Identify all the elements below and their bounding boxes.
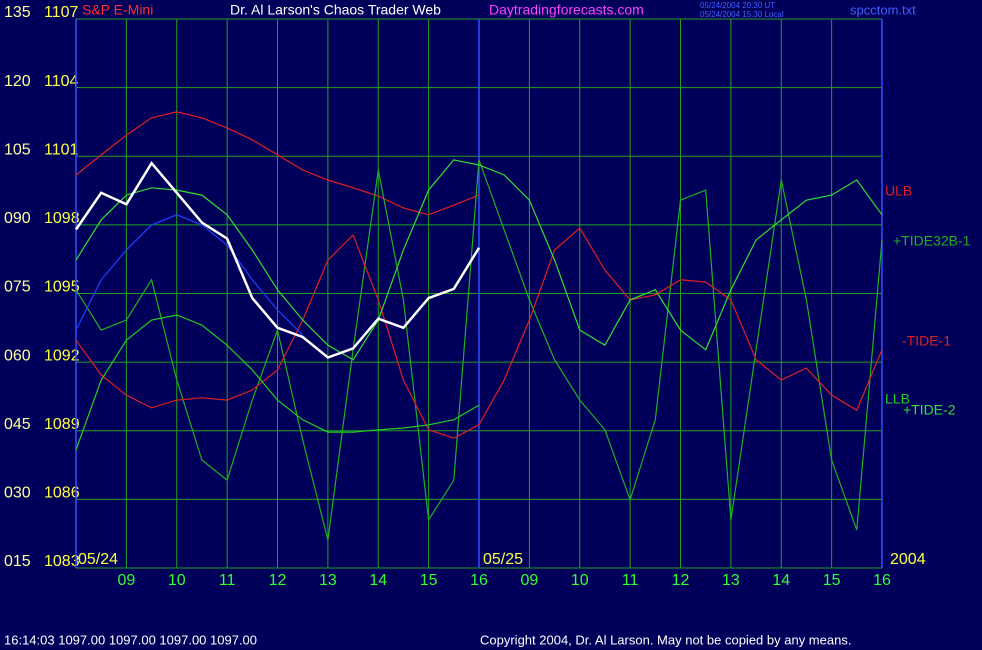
y2-tick-label: 1101 (44, 141, 79, 158)
legend-label: +TIDE-2 (903, 402, 956, 418)
x-tick-label: 13 (319, 572, 337, 589)
x-tick-label: 11 (622, 572, 639, 589)
y2-tick-label: 1083 (44, 553, 80, 570)
y2-tick-label: 1107 (44, 4, 79, 21)
series-line (75, 214, 304, 336)
x-tick-label: 09 (520, 572, 538, 589)
date-label: 2004 (890, 551, 926, 568)
legend-label: -TIDE-1 (902, 333, 951, 349)
y-tick-label: 045 (4, 416, 31, 433)
date-label: 05/24 (78, 551, 118, 568)
date-label: 05/25 (483, 551, 523, 568)
y-tick-label: 105 (4, 141, 31, 158)
status-bar: 16:14:03 1097.00 1097.00 1097.00 1097.00 (4, 632, 257, 647)
x-tick-label: 13 (722, 572, 740, 589)
x-tick-label: 12 (269, 572, 287, 589)
y-tick-label: 075 (4, 279, 31, 296)
chart-subtitle: S&P E-Mini (82, 2, 153, 18)
y2-tick-label: 1104 (44, 73, 79, 90)
y-tick-label: 015 (4, 553, 31, 570)
copyright: Copyright 2004, Dr. Al Larson. May not b… (480, 632, 851, 647)
file-name: spcctom.txt (850, 2, 916, 17)
y2-tick-label: 1089 (44, 416, 80, 433)
x-tick-label: 14 (772, 572, 790, 589)
series-line (75, 159, 883, 541)
timestamp: 05/24/2004 15:30 Local (700, 10, 784, 19)
y-tick-label: 060 (4, 347, 31, 364)
series-line (75, 111, 480, 216)
site-link[interactable]: Daytradingforecasts.com (489, 2, 644, 18)
x-tick-label: 12 (672, 572, 690, 589)
x-tick-label: 11 (219, 572, 236, 589)
x-tick-label: 14 (369, 572, 387, 589)
y-tick-label: 090 (4, 210, 31, 227)
x-tick-label: 15 (823, 572, 841, 589)
series-line (75, 159, 883, 361)
y-tick-label: 030 (4, 485, 31, 502)
series-line (75, 314, 480, 451)
y2-tick-label: 1095 (44, 279, 80, 296)
y-tick-label: 120 (4, 73, 31, 90)
y2-tick-label: 1092 (44, 347, 80, 364)
x-tick-label: 10 (571, 572, 589, 589)
series-line (75, 227, 883, 439)
x-tick-label: 15 (420, 572, 438, 589)
x-tick-label: 09 (117, 572, 135, 589)
series-line (74, 160, 481, 359)
timestamp: 05/24/2004 20:30 UT (700, 1, 775, 10)
legend-label: LLB (885, 391, 910, 407)
chart-title: Dr. Al Larson's Chaos Trader Web (230, 2, 441, 18)
x-tick-label: 16 (873, 572, 891, 589)
legend-label: ULB (885, 183, 912, 199)
x-tick-label: 16 (470, 572, 488, 589)
x-tick-label: 10 (168, 572, 186, 589)
y-tick-label: 135 (4, 4, 31, 21)
y2-tick-label: 1098 (44, 210, 80, 227)
legend-label: +TIDE32B-1 (893, 233, 971, 249)
y2-tick-label: 1086 (44, 485, 80, 502)
